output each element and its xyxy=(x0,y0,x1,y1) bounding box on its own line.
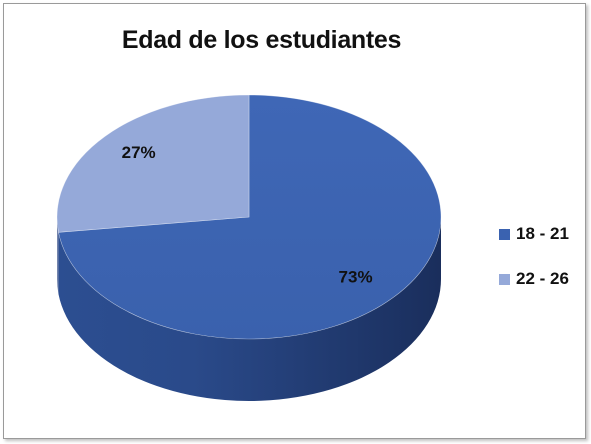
legend-swatch-18-21 xyxy=(499,228,510,240)
legend: 18 - 21 22 - 26 xyxy=(499,222,579,312)
data-label-22-26: 27% xyxy=(122,143,156,162)
data-label-18-21: 73% xyxy=(339,268,373,287)
legend-item-22-26: 22 - 26 xyxy=(499,267,579,291)
pie-slice-22-26 xyxy=(56,94,250,233)
legend-item-18-21: 18 - 21 xyxy=(499,222,579,246)
pie-slice-18-21 xyxy=(58,94,442,340)
legend-label-22-26: 22 - 26 xyxy=(516,269,569,288)
chart-title: Edad de los estudiantes xyxy=(121,26,402,54)
legend-swatch-22-26 xyxy=(499,273,510,285)
pie-side-22-26 xyxy=(57,217,59,295)
legend-label-18-21: 18 - 21 xyxy=(516,224,569,243)
pie-chart: 73% 27% xyxy=(56,94,442,402)
pie-side-18-21 xyxy=(58,217,441,402)
chart-area: Edad de los estudiantes 73% 27% 18 - 21 2… xyxy=(3,3,586,439)
